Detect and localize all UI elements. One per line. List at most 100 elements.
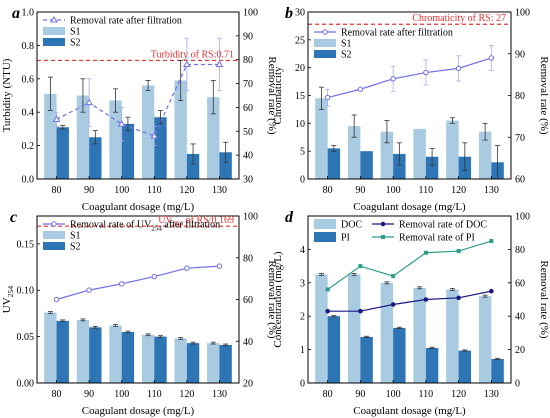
removal-rate-line — [327, 240, 492, 290]
x-tick-label: 130 — [212, 185, 227, 196]
bar — [315, 274, 328, 383]
y2-tick-label: 60 — [515, 175, 525, 186]
y-tick-label: 2 — [300, 312, 305, 323]
x-tick-label: 110 — [147, 389, 162, 400]
x-tick-label: 80 — [323, 185, 333, 196]
bar — [154, 117, 167, 179]
y2-tick-label: 80 — [515, 245, 525, 256]
line-marker — [423, 297, 429, 302]
plot-frame — [36, 11, 240, 180]
y2-tick-label: 40 — [515, 312, 525, 323]
line-marker — [182, 60, 191, 67]
panel-letter: d — [285, 209, 294, 226]
y2-tick-label: 0 — [515, 379, 520, 390]
line-marker — [325, 308, 330, 314]
y-tick-label: 5 — [300, 147, 305, 158]
line-marker — [216, 263, 223, 269]
y-tick-label: 30 — [295, 8, 305, 19]
bar — [446, 289, 459, 383]
bar — [380, 282, 394, 383]
bar — [141, 85, 155, 179]
bar — [186, 153, 200, 179]
x-tick-label: 100 — [386, 389, 401, 400]
line-marker — [391, 274, 396, 279]
bar — [380, 131, 394, 179]
line-marker — [151, 273, 157, 280]
legend-label: DOC — [341, 220, 362, 231]
y2-tick-label: 80 — [515, 91, 525, 102]
bar — [393, 327, 406, 383]
line-marker — [390, 76, 396, 82]
y-axis-title: Chromaticity — [272, 66, 284, 125]
panel-letter: a — [12, 5, 20, 22]
x-tick-label: 130 — [484, 185, 499, 196]
legend-bar-swatch — [314, 219, 336, 229]
y-tick-label: 1 — [300, 345, 305, 356]
reference-line-label: Turbidity of RS:0.71 — [151, 49, 234, 60]
bar — [347, 274, 361, 383]
x-tick-label: 120 — [179, 389, 194, 400]
legend-marker — [50, 16, 58, 23]
panel-letter: b — [285, 5, 293, 22]
removal-rate-line — [56, 63, 220, 137]
x-tick-label: 130 — [484, 389, 499, 400]
y2-axis-title: Removal rate (%) — [538, 56, 550, 135]
legend-bar-swatch — [314, 50, 336, 58]
line-marker — [456, 249, 461, 254]
panel-letter: c — [10, 209, 17, 226]
y2-tick-label: 40 — [243, 151, 253, 162]
y2-tick-label: 60 — [243, 295, 253, 306]
x-tick-label: 100 — [114, 185, 129, 196]
legend-label: S2 — [341, 50, 352, 61]
bar — [186, 343, 200, 383]
line-marker — [325, 287, 330, 292]
y2-tick-label: 50 — [243, 127, 253, 138]
legend-label: S1 — [70, 231, 81, 242]
bar — [207, 343, 220, 383]
x-tick-label: 100 — [114, 389, 129, 400]
y-tick-label: 0.6 — [22, 74, 35, 85]
x-axis-title: Coagulant dosage (mg/L) — [353, 405, 466, 417]
x-tick-label: 80 — [323, 389, 333, 400]
legend-label: Removal rate of DOC — [399, 220, 487, 231]
legend-label: Removal rate of UV254 after filtration — [70, 220, 220, 233]
bar — [347, 126, 361, 179]
bar — [458, 350, 472, 383]
x-tick-label: 110 — [147, 185, 162, 196]
legend-marker — [51, 221, 57, 227]
legend-label: S1 — [70, 27, 81, 38]
bar — [315, 98, 328, 179]
bar — [219, 344, 232, 383]
reference-line-label: Chromaticity of RS: 27 — [412, 13, 506, 24]
bar — [219, 152, 232, 179]
legend-label: Removal rate of PI — [399, 233, 475, 244]
y2-tick-label: 100 — [243, 212, 258, 223]
legend-label: S1 — [341, 39, 352, 50]
bar — [174, 80, 187, 179]
y2-tick-label: 20 — [243, 379, 253, 390]
y2-tick-label: 60 — [243, 103, 253, 114]
line-marker — [119, 281, 125, 287]
x-tick-label: 80 — [52, 185, 62, 196]
y-tick-label: 0.05 — [17, 332, 35, 343]
y-tick-label: 0 — [300, 175, 305, 186]
bar — [327, 316, 341, 383]
bar — [121, 123, 135, 179]
bar — [121, 331, 135, 383]
legend-label: Removal rate after filtration — [70, 16, 182, 27]
line-marker — [86, 287, 92, 293]
bar — [154, 336, 167, 383]
y2-tick-label: 70 — [243, 79, 253, 90]
legend-bar-swatch — [314, 39, 336, 47]
legend-bar-swatch — [43, 27, 65, 35]
y2-axis-title: Removal rate (%) — [266, 56, 278, 135]
y2-tick-label: 100 — [515, 8, 530, 19]
line-marker — [85, 98, 94, 106]
line-marker — [357, 86, 364, 92]
bar — [89, 327, 102, 383]
line-marker — [358, 264, 363, 269]
bar — [360, 336, 373, 383]
y-tick-label: 0.10 — [17, 286, 35, 297]
line-marker — [390, 302, 396, 307]
legend-bar-swatch — [43, 231, 65, 239]
